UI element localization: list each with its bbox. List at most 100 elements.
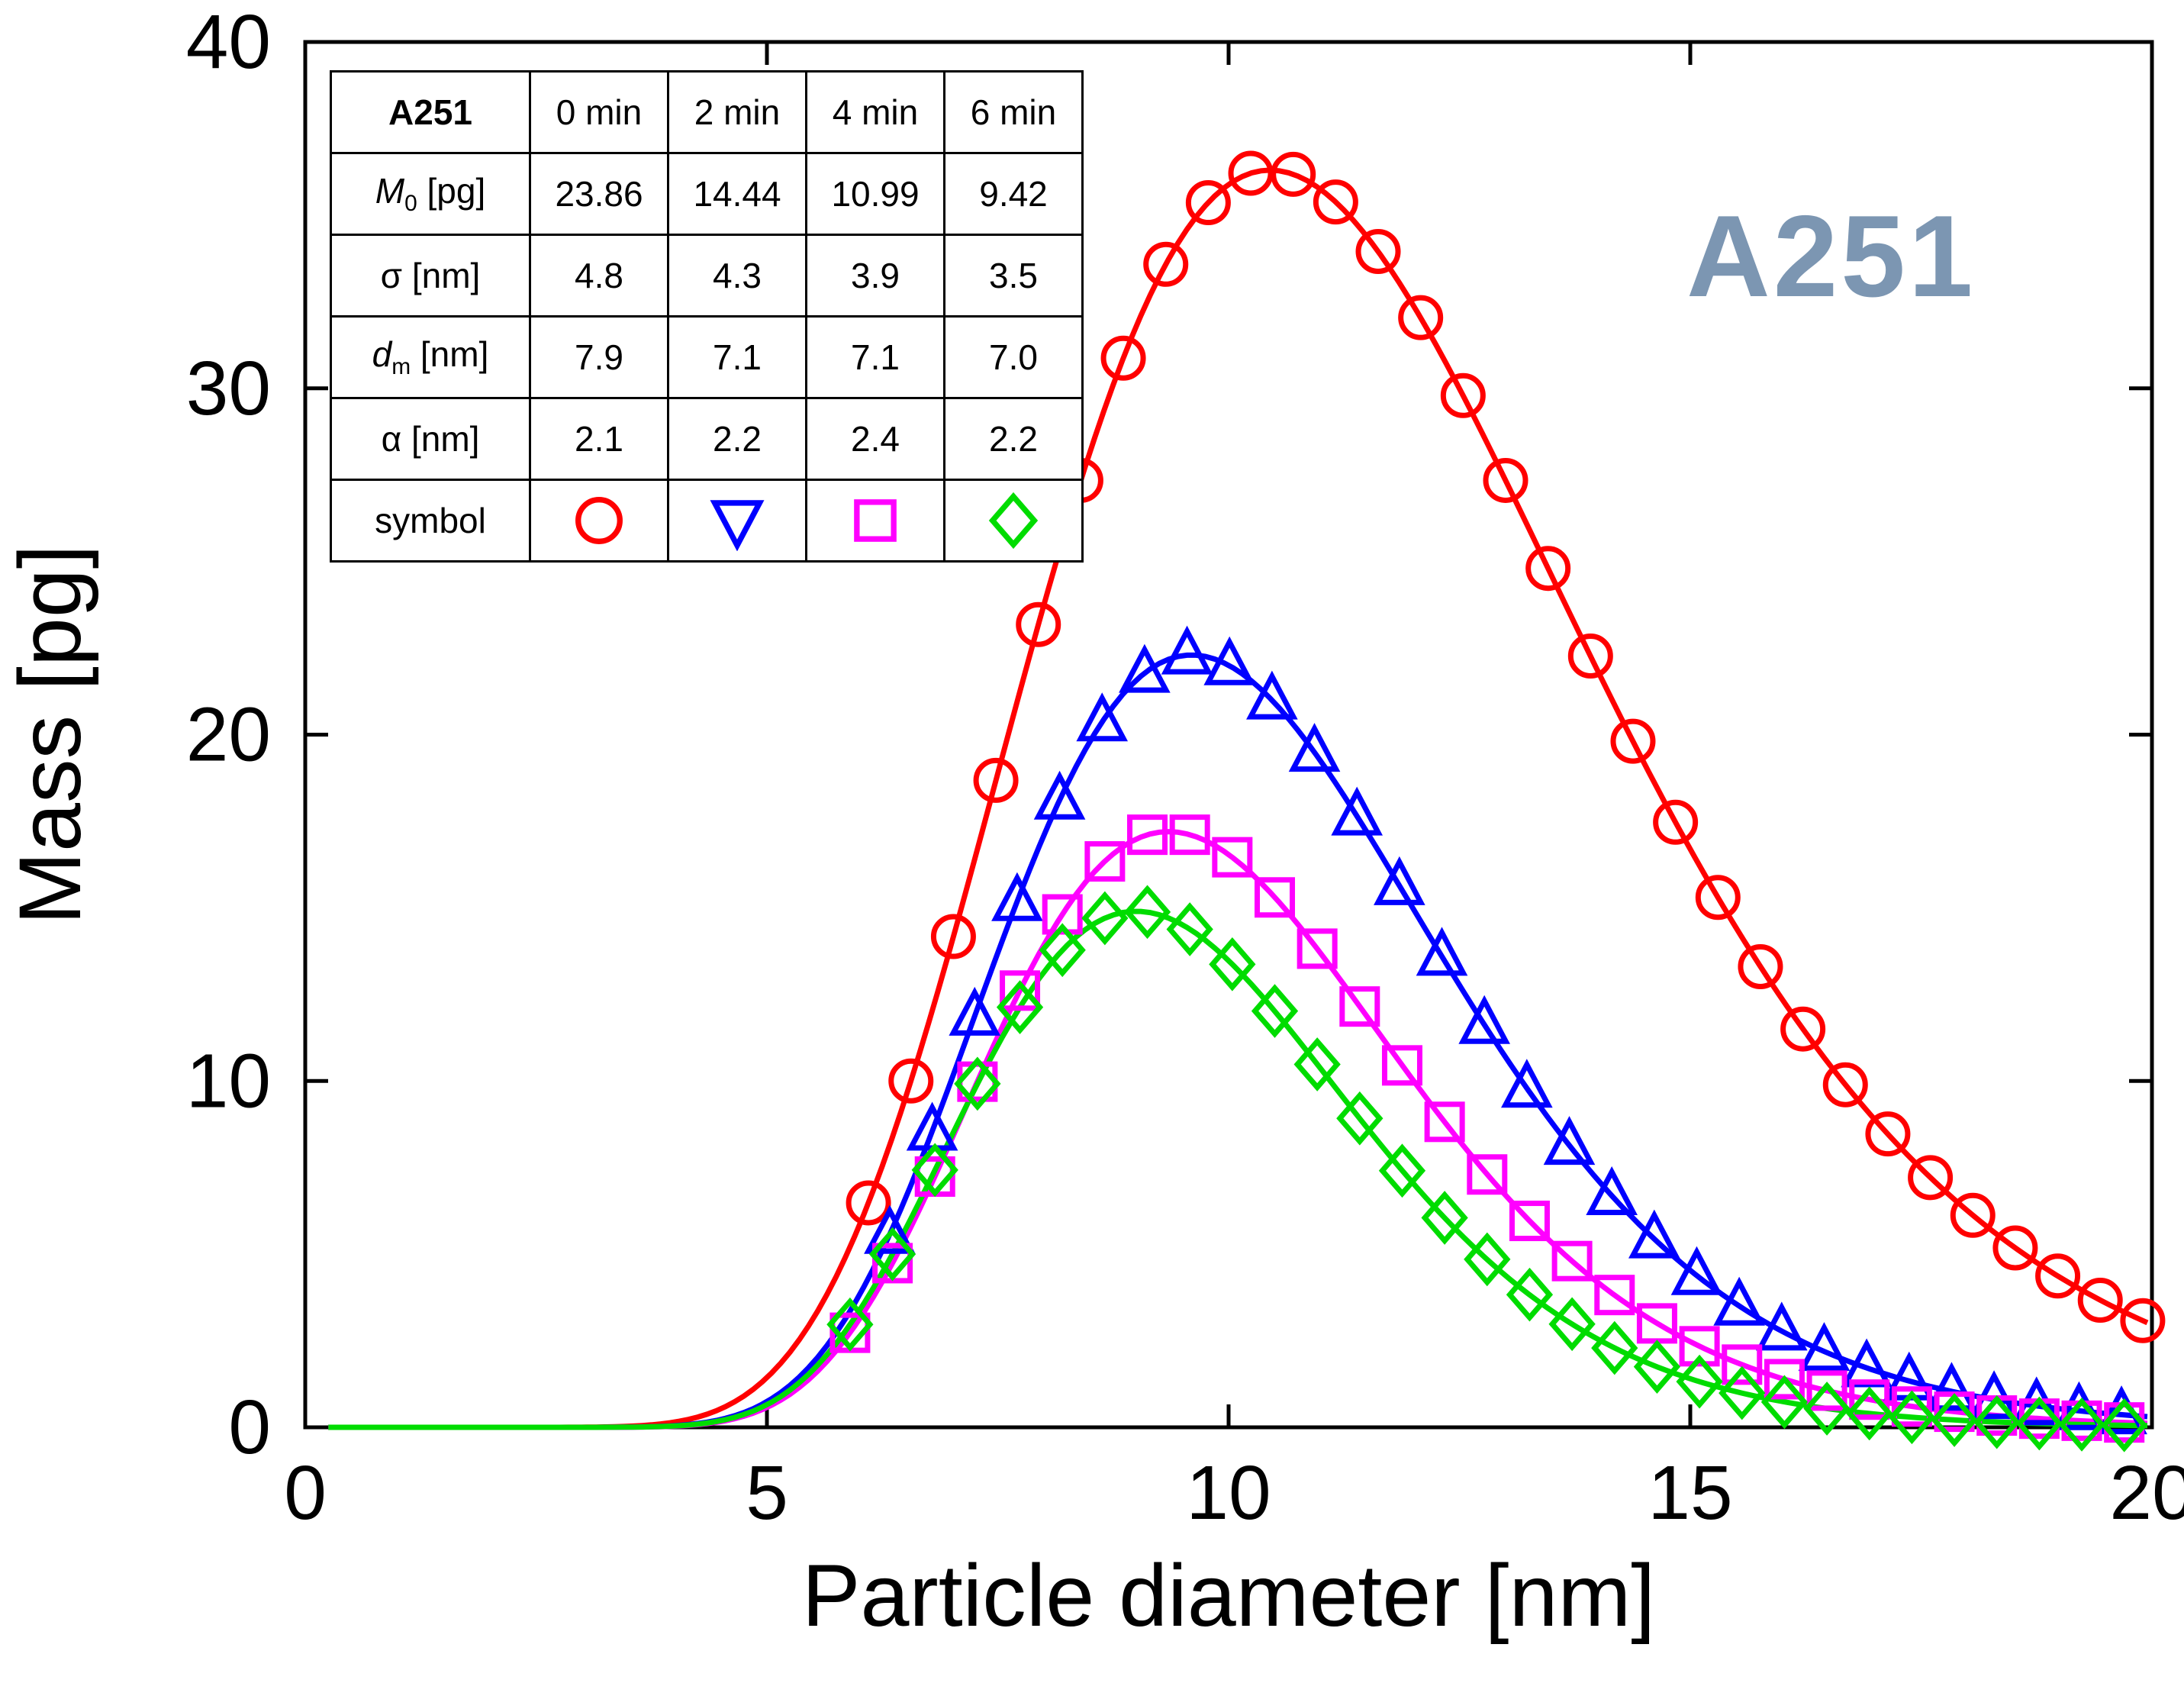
triangle-up-icon: [1416, 927, 1468, 976]
circle-icon: [1143, 241, 1189, 287]
x-tick-label: 20: [2109, 1450, 2184, 1536]
circle-icon: [1610, 718, 1656, 764]
table-row-label: σ [nm]: [330, 234, 531, 318]
table-cell-value: 2.2: [667, 397, 807, 481]
table-cell-value: 4.3: [667, 234, 807, 318]
marker-square: [1084, 841, 1126, 882]
marker-circle: [973, 757, 1019, 803]
marker-triangle-down: [710, 500, 765, 551]
marker-square: [1806, 1370, 1847, 1411]
diamond-icon: [868, 1227, 916, 1282]
triangle-up-icon: [1161, 625, 1213, 675]
circle-icon: [2077, 1277, 2123, 1323]
triangle-down-icon: [710, 500, 765, 551]
circle-icon: [1822, 1062, 1868, 1107]
y-tick-label: 10: [186, 1038, 271, 1124]
triangle-up-icon: [1670, 1246, 1723, 1295]
marker-circle: [1822, 1062, 1868, 1107]
diamond-icon: [1633, 1340, 1681, 1394]
marker-diamond: [1464, 1232, 1511, 1287]
marker-circle: [1016, 601, 1061, 647]
table-cell-value: 23.86: [529, 152, 669, 236]
circle-icon: [1100, 335, 1146, 381]
marker-square: [1679, 1326, 1720, 1367]
square-icon: [1722, 1344, 1763, 1385]
marker-diamond: [1676, 1354, 1723, 1409]
square-icon: [1551, 1240, 1593, 1282]
square-icon: [1764, 1359, 1805, 1400]
square-icon: [1212, 837, 1253, 878]
marker-triangle-up: [1925, 1362, 1978, 1411]
diamond-icon: [2015, 1396, 2063, 1451]
marker-diamond: [954, 1056, 1001, 1111]
triangle-up-icon: [1119, 643, 1171, 693]
marker-square: [1424, 1101, 1465, 1143]
marker-triangle-up: [1628, 1209, 1680, 1259]
marker-diamond: [1846, 1386, 1893, 1441]
series-line-2min: [328, 652, 2148, 1430]
marker-diamond: [1888, 1390, 1936, 1445]
marker-diamond: [1803, 1382, 1851, 1436]
circle-icon: [1950, 1192, 1996, 1238]
triangle-up-icon: [1501, 1059, 1553, 1108]
triangle-up-icon: [1458, 995, 1510, 1044]
square-icon: [854, 499, 897, 542]
marker-circle: [846, 1180, 891, 1226]
diamond-icon: [1081, 891, 1129, 946]
marker-circle: [888, 1058, 934, 1104]
x-tick-label: 0: [284, 1450, 327, 1536]
marker-triangle-up: [1586, 1166, 1638, 1215]
triangle-up-icon: [1288, 723, 1341, 772]
table-row-label: α [nm]: [330, 397, 531, 481]
marker-circle: [1950, 1192, 1996, 1238]
table-cell-value: 3.9: [805, 234, 945, 318]
x-tick-label: 15: [1648, 1450, 1732, 1536]
marker-square: [1722, 1344, 1763, 1385]
marker-circle: [1398, 295, 1444, 340]
triangle-up-icon: [1374, 856, 1425, 905]
triangle-up-icon: [1246, 670, 1298, 720]
diamond-icon: [1464, 1232, 1511, 1287]
series-line-6min: [328, 908, 2148, 1430]
triangle-up-icon: [1033, 770, 1086, 820]
marker-triangle-up: [1119, 643, 1171, 693]
square-icon: [1339, 986, 1380, 1027]
y-tick-label: 0: [228, 1385, 271, 1470]
diamond-icon: [1039, 923, 1086, 978]
marker-triangle-up: [1713, 1276, 1765, 1326]
diamond-icon: [1209, 937, 1256, 991]
triangle-up-icon: [1925, 1362, 1978, 1411]
table-cell-value: 7.0: [943, 315, 1084, 399]
circle-icon: [1185, 180, 1231, 226]
table-col-header: 4 min: [805, 70, 945, 154]
marker-square: [1891, 1386, 1932, 1427]
marker-triangle-up: [1755, 1301, 1808, 1351]
x-tick-label: 10: [1186, 1450, 1271, 1536]
marker-diamond: [1548, 1297, 1596, 1352]
square-icon: [1509, 1201, 1550, 1242]
x-axis-label: Particle diameter [nm]: [802, 1547, 1655, 1645]
marker-circle: [2120, 1298, 2166, 1343]
square-icon: [1594, 1275, 1635, 1316]
marker-triangle-up: [1798, 1322, 1851, 1372]
marker-triangle-up: [1331, 786, 1383, 836]
diamond-icon: [1123, 885, 1171, 940]
circle-icon: [888, 1058, 934, 1104]
circle-icon: [1567, 633, 1613, 679]
table-col-header: 0 min: [529, 70, 669, 154]
marker-square: [1381, 1045, 1422, 1086]
diamond-icon: [2058, 1398, 2105, 1452]
marker-diamond: [1719, 1365, 1766, 1420]
marker-square: [1849, 1379, 1890, 1420]
circle-legend-icon: [575, 497, 623, 544]
marker-circle: [1483, 457, 1528, 503]
marker-diamond: [996, 980, 1044, 1034]
marker-triangle-up: [1501, 1059, 1553, 1108]
marker-diamond: [1123, 885, 1171, 940]
circle-icon: [1653, 799, 1699, 845]
marker-diamond: [2015, 1396, 2063, 1451]
marker-circle: [1355, 229, 1401, 275]
marker-triangle-up: [864, 1204, 916, 1254]
marker-circle: [1271, 151, 1316, 197]
marker-circle: [1143, 241, 1189, 287]
